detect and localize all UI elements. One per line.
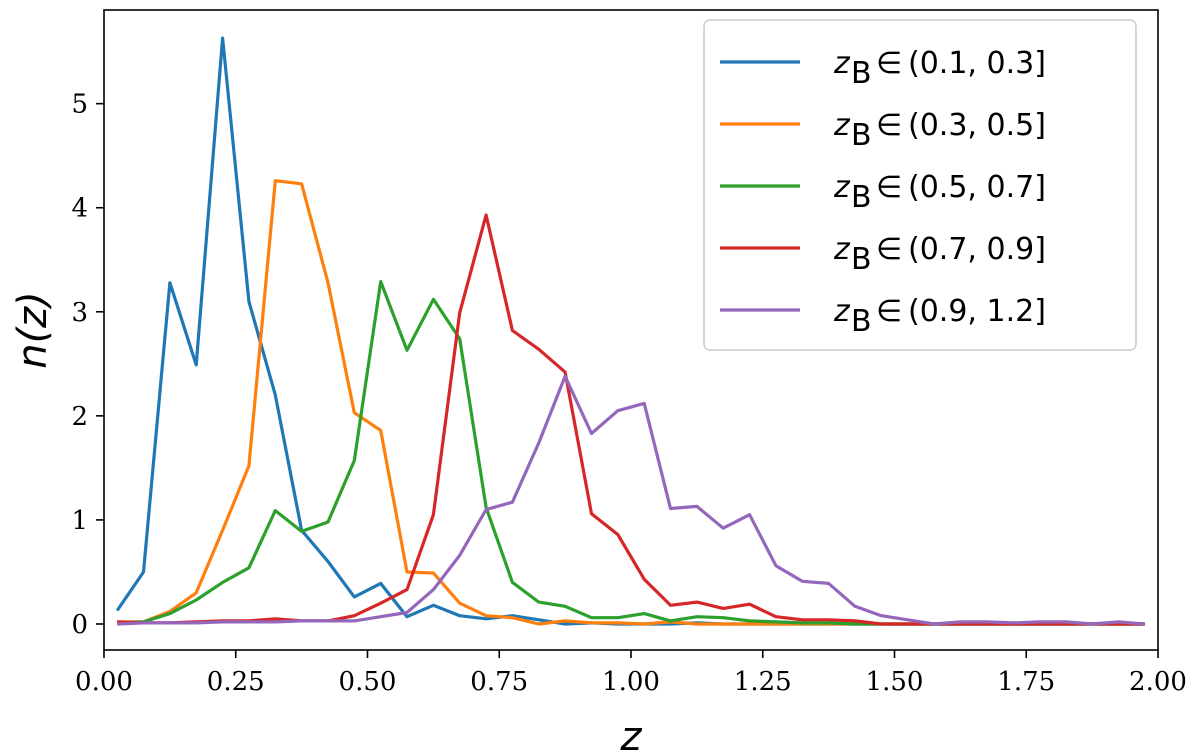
- y-tick-label: 1: [71, 506, 88, 536]
- x-tick-label: 1.50: [866, 667, 924, 697]
- x-tick-label: 0.25: [207, 667, 265, 697]
- legend-symbol-sub: B: [851, 56, 872, 91]
- x-tick-label: 0.75: [470, 667, 528, 697]
- y-axis-label: n(z): [10, 291, 56, 369]
- legend: z B ∈ (0.1, 0.3]z B ∈ (0.3, 0.5]z B ∈ (0.5, 0.7]z…: [703, 19, 1137, 351]
- series-lines: [115, 36, 1145, 626]
- plot-border: [103, 9, 1159, 651]
- legend-label-4: (0.7, 0.9]: [908, 232, 1046, 267]
- legend-symbol-z: z: [833, 232, 851, 267]
- x-tick-label: 1.25: [734, 667, 792, 697]
- legend-symbol-sub: B: [851, 304, 872, 339]
- legend-entry-4: z B ∈ (0.7, 0.9]: [833, 232, 1046, 277]
- x-tick-label: 0.00: [75, 667, 133, 697]
- plot-frame: [103, 9, 1159, 651]
- legend-entry-5: z B ∈ (0.9, 1.2]: [833, 294, 1046, 339]
- y-tick-label: 5: [71, 90, 88, 120]
- legend-symbol-in: ∈: [876, 294, 902, 329]
- legend-symbol-in: ∈: [876, 46, 902, 81]
- axes: 0.00 0.25 0.50 0.75 1.00 1.25 1.50 1.75 2.00 0 1 2 3…: [10, 90, 1187, 756]
- x-tick-label: 2.00: [1129, 667, 1187, 697]
- legend-box: [703, 19, 1137, 351]
- legend-symbol-in: ∈: [876, 108, 902, 143]
- x-tick-label: 1.00: [602, 667, 660, 697]
- x-axis-label: z: [620, 714, 643, 756]
- legend-symbol-z: z: [833, 108, 851, 143]
- legend-entry-2: z B ∈ (0.3, 0.5]: [833, 108, 1046, 153]
- legend-symbol-sub: B: [851, 180, 872, 215]
- legend-symbol-z: z: [833, 294, 851, 329]
- legend-label-1: (0.1, 0.3]: [908, 46, 1046, 81]
- x-tick-label: 0.50: [339, 667, 397, 697]
- legend-label-3: (0.5, 0.7]: [908, 170, 1046, 205]
- series-line-5: [117, 374, 1145, 626]
- legend-symbol-in: ∈: [876, 170, 902, 205]
- legend-label-5: (0.9, 1.2]: [908, 294, 1046, 329]
- legend-symbol-in: ∈: [876, 232, 902, 267]
- legend-symbol-sub: B: [851, 118, 872, 153]
- y-tick-label: 0: [71, 610, 88, 640]
- y-tick-label: 3: [71, 298, 88, 328]
- y-tick-label: 4: [71, 194, 88, 224]
- legend-symbol-sub: B: [851, 242, 872, 277]
- y-tick-label: 2: [71, 402, 88, 432]
- x-tick-label: 1.75: [997, 667, 1055, 697]
- legend-entry-1: z B ∈ (0.1, 0.3]: [833, 46, 1046, 91]
- legend-symbol-z: z: [833, 170, 851, 205]
- legend-label-2: (0.3, 0.5]: [908, 108, 1046, 143]
- legend-entry-3: z B ∈ (0.5, 0.7]: [833, 170, 1046, 215]
- legend-symbol-z: z: [833, 46, 851, 81]
